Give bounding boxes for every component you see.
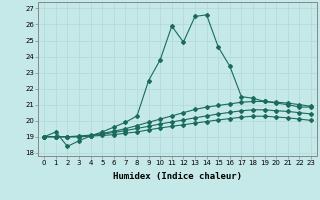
X-axis label: Humidex (Indice chaleur): Humidex (Indice chaleur) xyxy=(113,172,242,181)
